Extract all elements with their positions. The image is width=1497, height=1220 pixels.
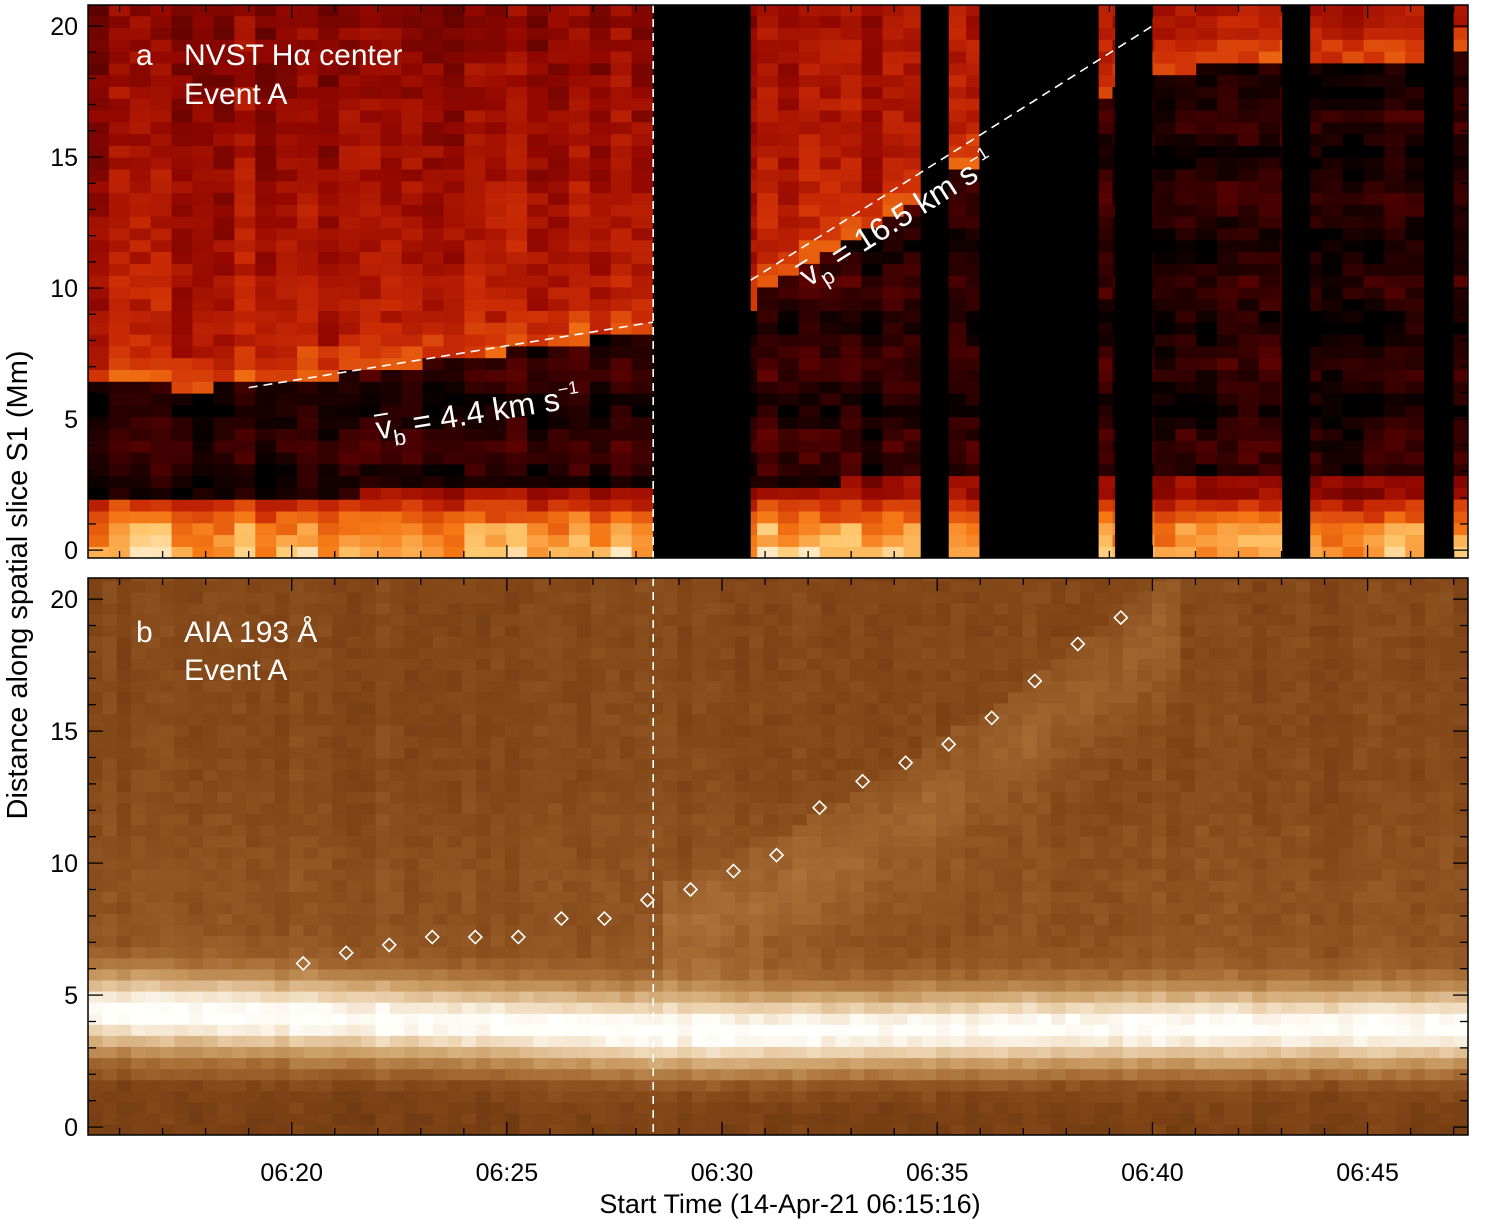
x-tick-label: 06:30	[691, 1159, 754, 1187]
x-tick-label: 06:25	[476, 1159, 539, 1187]
x-tick-label: 06:20	[260, 1159, 323, 1187]
track-point	[768, 847, 785, 863]
data-gap	[653, 5, 751, 558]
panel-a-fit-lines	[248, 25, 1153, 389]
track-point	[941, 736, 957, 752]
panel-b-diamond-markers	[295, 609, 1129, 972]
panel-b-frame	[87, 577, 1469, 1136]
track-point	[811, 800, 828, 816]
track-point	[596, 910, 613, 927]
y-tick-label: 20	[50, 586, 78, 614]
track-point	[338, 945, 354, 961]
y-tick-label: 10	[50, 275, 78, 303]
data-gap	[1424, 5, 1454, 558]
data-gap	[979, 5, 1099, 558]
track-point	[984, 710, 1000, 726]
track-point	[381, 937, 397, 953]
panel-b-heatmap	[88, 578, 1468, 1135]
x-tick-label: 06:35	[906, 1159, 969, 1187]
y-tick-label: 0	[64, 1114, 78, 1142]
panel-a-heatmap	[88, 5, 1468, 558]
y-tick-label: 5	[64, 406, 78, 434]
track-point	[467, 929, 483, 945]
y-tick-label: 20	[50, 13, 78, 41]
panel-b-aia-timeslice: b AIA 193 Å Event A 06:20 06:25 06:30 06:35…	[50, 577, 1469, 1187]
data-gap	[920, 5, 949, 558]
fit-line-v_b	[248, 321, 654, 389]
velocity-subscript: b	[392, 424, 408, 451]
track-point	[639, 892, 656, 908]
panel-a-subtitle: Event A	[184, 78, 287, 111]
panel-b-subtitle: Event A	[184, 654, 287, 687]
panel-a-title: NVST Hα center	[184, 39, 403, 72]
track-point	[1027, 673, 1043, 689]
track-point	[1113, 609, 1129, 626]
y-tick-label: 5	[64, 982, 78, 1010]
x-tick-label: 06:40	[1121, 1159, 1184, 1187]
y-tick-label: 15	[50, 144, 78, 172]
track-point	[855, 773, 871, 789]
data-gap	[1115, 5, 1153, 558]
track-point	[424, 929, 440, 945]
velocity-symbol: v	[373, 408, 395, 446]
panel-a-hα-timeslice: a NVST Hα center Event A vb = 4.4 km s−1…	[50, 4, 1469, 565]
panel-b-letter: b	[136, 616, 153, 649]
x-axis-label: Start Time (14-Apr-21 06:15:16)	[599, 1189, 980, 1219]
y-tick-label: 0	[64, 537, 78, 565]
track-point	[898, 755, 914, 771]
track-point	[1070, 636, 1086, 652]
panel-b-axes: 06:20 06:25 06:30 06:35 06:40 06:45 0 5 10 15 20	[50, 578, 1468, 1187]
panel-a-axes: 0 5 10 15 20	[50, 5, 1468, 565]
track-point	[510, 929, 526, 945]
track-point	[725, 863, 742, 879]
y-tick-label: 15	[50, 718, 78, 746]
y-axis-label: Distance along spatial slice S1 (Mm)	[2, 350, 34, 819]
data-gap	[1282, 5, 1311, 558]
panel-a-letter: a	[136, 39, 153, 72]
track-point	[295, 955, 311, 972]
x-tick-label: 06:45	[1336, 1159, 1399, 1187]
velocity-exponent: −1	[556, 377, 579, 400]
track-point	[553, 910, 570, 927]
fit-line-v_p	[750, 25, 1153, 281]
panel-a-frame	[87, 4, 1469, 559]
y-tick-label: 10	[50, 850, 78, 878]
track-point	[682, 881, 699, 898]
panel-b-title: AIA 193 Å	[184, 616, 317, 649]
